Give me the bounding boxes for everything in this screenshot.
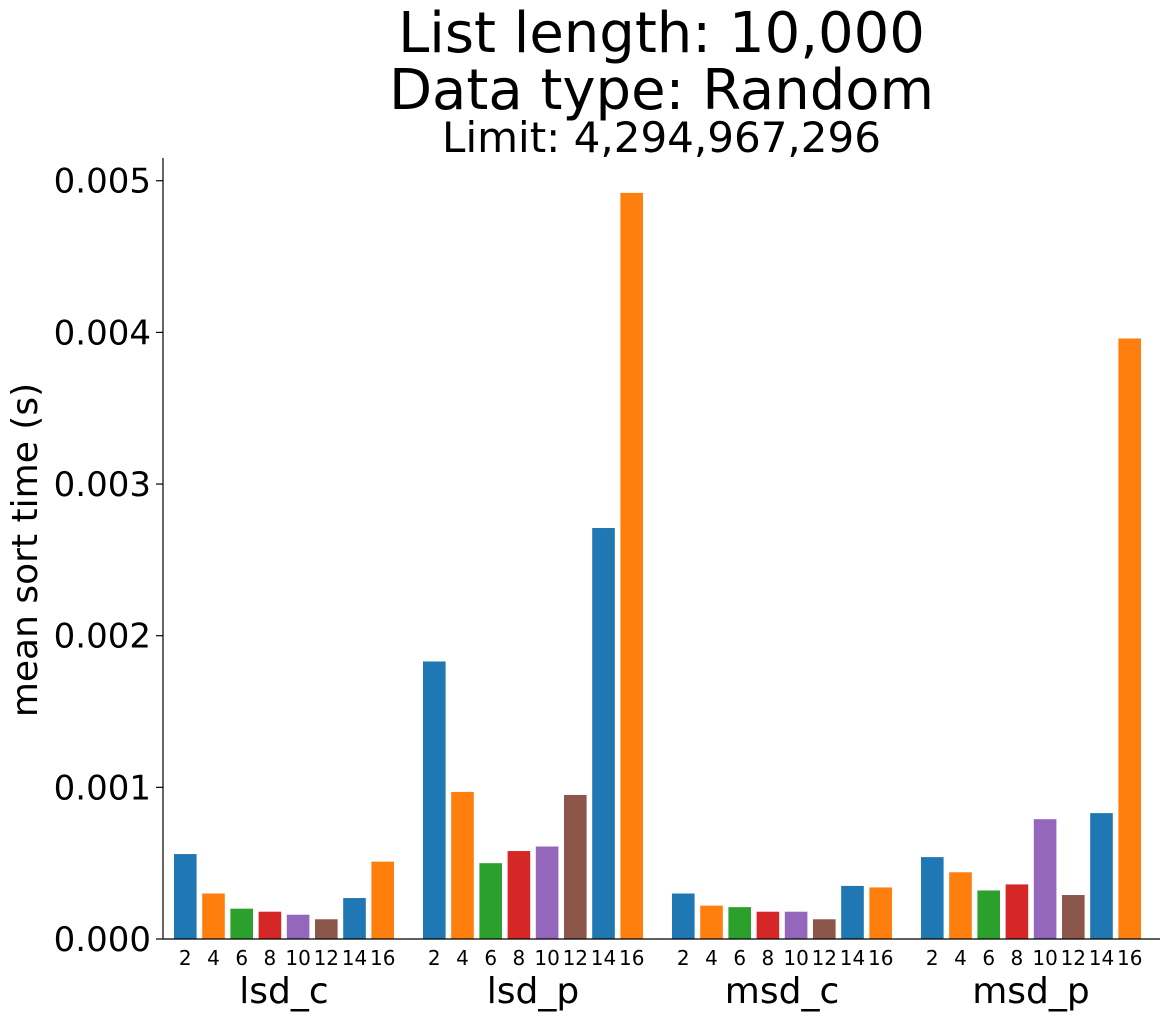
chart-subtitle-limit: Limit: 4,294,967,296 [442,113,881,162]
x-subtick-label: 10 [783,946,808,970]
bar-msd_c-2 [672,893,695,939]
x-subtick-label: 4 [207,946,220,970]
x-group-label: msd_c [725,971,839,1012]
bar-msd_c-12 [813,919,836,939]
bar-msd_p-10 [1033,819,1057,939]
bar-group-lsd_p [423,192,643,939]
bar-lsd_c-6 [230,908,253,939]
x-subtick-label: 8 [264,946,277,970]
x-subtick-label: 2 [677,946,690,970]
x-group-label: lsd_p [487,971,579,1012]
bar-group-msd_p [921,338,1141,939]
bars-layer [174,192,1141,939]
bar-lsd_c-4 [202,893,225,939]
x-subtick-label: 8 [762,946,775,970]
x-subtick-label: 2 [428,946,441,970]
bar-lsd_c-8 [258,911,282,939]
bar-lsd_c-2 [174,854,197,939]
x-subtick-label: 6 [484,946,497,970]
bar-lsd_p-14 [592,528,615,939]
bar-msd_p-16 [1118,338,1141,939]
bar-msd_c-14 [841,885,864,939]
bar-lsd_p-4 [451,791,474,939]
x-subtick-label: 8 [1011,946,1024,970]
chart-subtitle: Data type: Random [388,58,935,123]
bar-lsd_p-6 [479,863,502,939]
x-group-label: msd_p [972,971,1090,1012]
bar-msd_p-8 [1005,884,1029,939]
x-subtick-label: 12 [1061,946,1086,970]
x-subtick-label: 12 [314,946,339,970]
bar-group-lsd_c [174,854,394,939]
y-tick-label: 0.005 [54,162,151,202]
y-tick-label: 0.002 [54,617,151,657]
x-subtick-label: 4 [456,946,469,970]
x-subtick-label: 14 [840,946,865,970]
x-subtick-label: 14 [342,946,367,970]
x-subtick-label: 16 [619,946,644,970]
x-group-label: lsd_c [239,971,328,1012]
bar-msd_c-10 [784,911,808,939]
y-tick-label: 0.003 [54,465,151,505]
bar-lsd_c-12 [315,919,338,939]
x-subtick-label: 6 [982,946,995,970]
bar-group-msd_c [672,885,892,939]
bar-lsd_p-12 [564,794,587,939]
y-axis-label: mean sort time (s) [5,383,46,717]
y-axis: 0.000 0.001 0.002 0.003 0.004 0.005 [54,158,164,960]
x-subtick-label: 4 [954,946,967,970]
bar-lsd_p-16 [620,192,643,939]
y-tick-label: 0.004 [54,313,151,353]
bar-msd_c-16 [869,887,892,939]
x-subtick-label: 14 [1089,946,1114,970]
x-subtick-label: 4 [705,946,718,970]
x-subtick-label: 16 [868,946,893,970]
bar-msd_c-6 [728,907,751,939]
y-tick-label: 0.000 [54,920,151,960]
x-subtick-label: 6 [235,946,248,970]
x-subtick-label: 2 [926,946,939,970]
bar-msd_c-4 [700,905,723,939]
x-subtick-label: 10 [285,946,310,970]
x-subtick-label: 12 [563,946,588,970]
bar-lsd_p-8 [507,851,531,939]
bar-msd_p-6 [977,890,1000,939]
bar-msd_p-12 [1062,895,1085,939]
x-subtick-label: 16 [370,946,395,970]
y-tick-label: 0.001 [54,768,151,808]
x-subtick-label: 14 [591,946,616,970]
x-subtick-label: 2 [179,946,192,970]
x-subtick-label: 16 [1117,946,1142,970]
bar-lsd_c-14 [343,898,366,939]
bar-msd_p-2 [921,857,944,939]
x-subtick-label: 6 [733,946,746,970]
bar-lsd_p-10 [535,846,559,939]
bar-msd_p-14 [1090,813,1113,939]
x-subtick-label: 10 [534,946,559,970]
bar-lsd_c-16 [371,861,394,939]
x-subtick-label: 8 [513,946,526,970]
bar-msd_p-4 [949,872,972,939]
bar-lsd_c-10 [286,914,310,939]
bar-msd_c-8 [756,911,780,939]
chart-title: List length: 10,000 [398,1,925,66]
x-subtick-label: 10 [1032,946,1057,970]
bar-lsd_p-2 [423,661,446,939]
x-subtick-label: 12 [812,946,837,970]
